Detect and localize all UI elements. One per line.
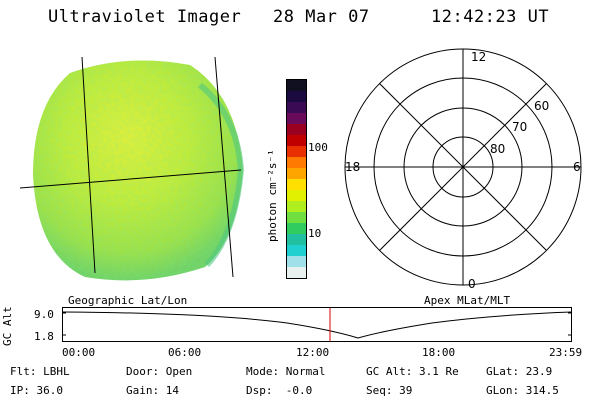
colorbar-segment (287, 190, 306, 201)
status-door: Door: Open (126, 365, 193, 378)
colorbar-segment (287, 267, 306, 278)
apex-mlat-title: Apex MLat/MLT (424, 294, 511, 307)
colorbar-segment (287, 234, 306, 245)
xtick-2359: 23:59 (549, 346, 583, 359)
uv-earth-image (19, 56, 245, 281)
mlt-label-6: 6 (573, 160, 581, 174)
colorbar-segment (287, 91, 306, 102)
colorbar-segment (287, 201, 306, 212)
colorbar-segment (287, 223, 306, 234)
status-glat: GLat: 23.9 (486, 365, 553, 378)
colorbar-tick-100: 100 (308, 141, 328, 154)
lat-label-60: 60 (534, 99, 549, 113)
geo-lon-line-2 (214, 56, 234, 278)
geo-lat-line (19, 169, 242, 189)
lat-label-80: 80 (490, 142, 505, 156)
colorbar-segment (287, 135, 306, 146)
colorbar-segment (287, 157, 306, 168)
altitude-curve (62, 311, 572, 339)
altitude-plot (62, 307, 572, 342)
colorbar-unit-label: photon cm⁻²s⁻¹ (266, 149, 279, 242)
colorbar-segment (287, 113, 306, 124)
mlt-label-18: 18 (345, 160, 360, 174)
xtick-0600: 06:00 (168, 346, 202, 359)
status-mode: Mode: Normal (246, 365, 326, 378)
colorbar-segment (287, 256, 306, 267)
mlt-label-12: 12 (471, 50, 486, 64)
lat-label-70: 70 (512, 120, 527, 134)
mlt-label-0: 0 (468, 277, 476, 291)
colorbar (286, 79, 307, 279)
colorbar-segment (287, 212, 306, 223)
colorbar-segment (287, 168, 306, 179)
status-gain: Gain: 14 (126, 384, 179, 397)
status-dsp: Dsp: -0.0 (246, 384, 313, 397)
status-seq: Seq: 39 (366, 384, 413, 397)
colorbar-segment (287, 179, 306, 190)
time-label: 12:42:23 UT (431, 7, 550, 27)
page-title: Ultraviolet Imager (48, 7, 242, 27)
status-gc-alt: GC Alt: 3.1 Re (366, 365, 459, 378)
status-filter: Flt: LBHL (10, 365, 70, 378)
ytick-1-8: 1.8 (34, 330, 54, 343)
status-glon: GLon: 314.5 (486, 384, 559, 397)
gc-alt-label: GC Alt (1, 306, 14, 346)
xtick-0000: 00:00 (62, 346, 96, 359)
colorbar-segment (287, 146, 306, 157)
status-ip: IP: 36.0 (10, 384, 63, 397)
polar-diagonal-2 (379, 83, 547, 251)
colorbar-tick-10: 10 (308, 227, 322, 240)
colorbar-segment (287, 80, 306, 91)
xtick-1800: 18:00 (422, 346, 456, 359)
geo-latlon-title: Geographic Lat/Lon (68, 294, 188, 307)
ytick-9: 9.0 (34, 308, 54, 321)
altitude-plot-frame (62, 307, 572, 342)
colorbar-segment (287, 124, 306, 135)
colorbar-segment (287, 102, 306, 113)
date-label: 28 Mar 07 (273, 7, 370, 27)
colorbar-segment (287, 245, 306, 256)
polar-grid: 12 18 6 0 60 70 80 (344, 48, 582, 291)
geo-lon-line-1 (81, 56, 96, 274)
xtick-1200: 12:00 (296, 346, 330, 359)
